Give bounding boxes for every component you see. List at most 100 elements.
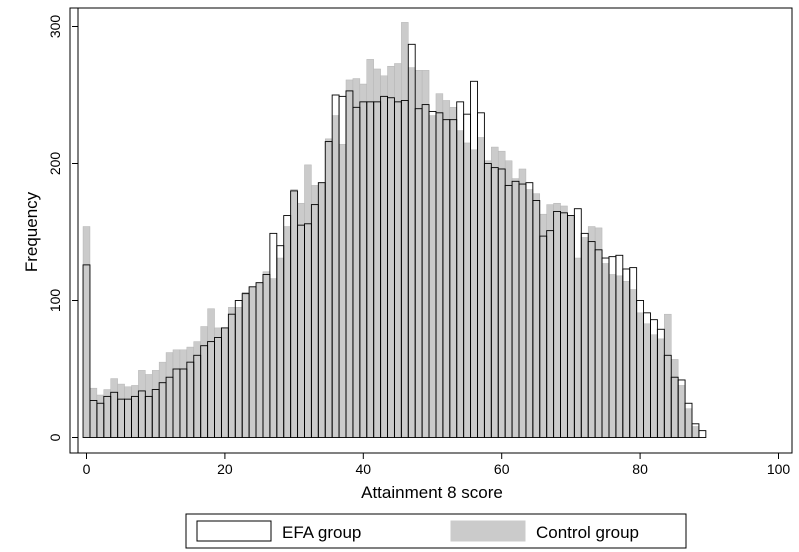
control-bar bbox=[124, 386, 132, 438]
control-bar bbox=[677, 385, 686, 438]
control-bar bbox=[601, 263, 610, 438]
control-bar bbox=[283, 226, 291, 438]
control-bar bbox=[504, 160, 513, 438]
control-bar bbox=[670, 359, 679, 438]
control-bar bbox=[304, 164, 312, 438]
control-bar bbox=[96, 394, 105, 438]
control-bar bbox=[151, 370, 160, 438]
control-bar bbox=[477, 137, 485, 438]
control-bar bbox=[643, 323, 651, 438]
control-bar bbox=[594, 227, 603, 438]
control-bar bbox=[331, 115, 340, 438]
control-bar bbox=[255, 282, 264, 438]
x-tick-label: 80 bbox=[632, 461, 648, 477]
control-bar bbox=[366, 59, 374, 438]
control-bar bbox=[546, 204, 554, 438]
control-bar bbox=[497, 150, 506, 438]
control-bar bbox=[664, 313, 672, 438]
control-bar bbox=[553, 202, 561, 438]
efa-bar bbox=[82, 264, 91, 438]
control-bar bbox=[165, 352, 174, 438]
control-bar bbox=[394, 63, 402, 438]
control-bar bbox=[414, 70, 423, 438]
control-bar bbox=[650, 334, 658, 438]
control-bar bbox=[511, 178, 520, 438]
control-bar bbox=[228, 307, 236, 438]
x-tick-label: 20 bbox=[217, 461, 233, 477]
control-bar bbox=[532, 193, 541, 438]
control-bar bbox=[387, 65, 395, 438]
control-bar bbox=[691, 426, 700, 438]
control-bar bbox=[615, 275, 624, 438]
x-axis-title: Attainment 8 score bbox=[361, 483, 503, 502]
control-bar bbox=[470, 149, 478, 438]
control-bar bbox=[380, 75, 388, 438]
control-bar bbox=[567, 215, 575, 438]
control-bar bbox=[525, 189, 534, 438]
control-bar bbox=[248, 286, 257, 438]
control-bar bbox=[428, 115, 437, 438]
control-bar bbox=[158, 361, 167, 438]
x-axis-ticks: 0 20 40 60 80 100 bbox=[83, 453, 791, 477]
control-bar bbox=[172, 349, 181, 438]
control-bar bbox=[629, 289, 637, 438]
control-bar bbox=[235, 307, 243, 438]
x-tick-label: 100 bbox=[767, 461, 791, 477]
control-bar bbox=[456, 130, 464, 438]
control-bar bbox=[449, 107, 457, 438]
control-bar bbox=[421, 70, 430, 438]
control-bar bbox=[636, 312, 644, 438]
control-bar bbox=[214, 327, 222, 438]
efa-bar bbox=[698, 430, 707, 438]
control-bar bbox=[622, 281, 630, 438]
control-bar bbox=[89, 387, 98, 438]
y-tick-label: 100 bbox=[47, 289, 63, 313]
control-bar bbox=[324, 138, 333, 438]
control-bar bbox=[587, 226, 596, 438]
control-bar bbox=[657, 338, 665, 438]
control-bar bbox=[179, 349, 188, 438]
control-bar bbox=[269, 278, 278, 438]
x-tick-label: 60 bbox=[494, 461, 510, 477]
control-bar bbox=[491, 146, 499, 438]
control-bar bbox=[262, 271, 271, 438]
control-bar bbox=[581, 237, 589, 438]
y-tick-label: 200 bbox=[47, 152, 63, 176]
control-bar bbox=[560, 205, 568, 438]
control-bar bbox=[221, 327, 229, 438]
control-bar bbox=[193, 341, 201, 438]
y-tick-label: 300 bbox=[47, 15, 63, 39]
efa-group-bars bbox=[82, 43, 707, 438]
control-bar bbox=[463, 142, 471, 438]
control-bar bbox=[352, 78, 361, 438]
y-axis-title: Frequency bbox=[22, 191, 41, 272]
control-bar bbox=[297, 202, 305, 438]
x-tick-label: 40 bbox=[356, 461, 372, 477]
y-tick-label: 0 bbox=[47, 433, 63, 441]
control-bar bbox=[608, 274, 617, 438]
legend-swatch-efa bbox=[196, 520, 272, 542]
control-bar bbox=[110, 378, 118, 438]
control-bar bbox=[241, 292, 250, 438]
control-bar bbox=[435, 93, 444, 438]
legend-label-control: Control group bbox=[536, 523, 639, 542]
control-bar bbox=[82, 226, 91, 438]
legend-swatch-control bbox=[450, 520, 526, 542]
control-bar bbox=[484, 160, 492, 438]
control-bar bbox=[311, 185, 319, 438]
control-bar bbox=[401, 22, 409, 438]
control-bar bbox=[408, 67, 416, 438]
legend-label-efa: EFA group bbox=[282, 523, 361, 542]
control-bar bbox=[574, 257, 582, 438]
control-bar bbox=[131, 385, 139, 438]
control-bar bbox=[684, 408, 693, 438]
control-bar bbox=[318, 182, 326, 438]
x-tick-label: 0 bbox=[83, 461, 91, 477]
control-bar bbox=[138, 370, 146, 438]
legend: EFA group Control group bbox=[185, 513, 687, 549]
control-group-bars bbox=[82, 22, 700, 438]
control-bar bbox=[207, 308, 215, 438]
control-bar bbox=[186, 346, 195, 438]
